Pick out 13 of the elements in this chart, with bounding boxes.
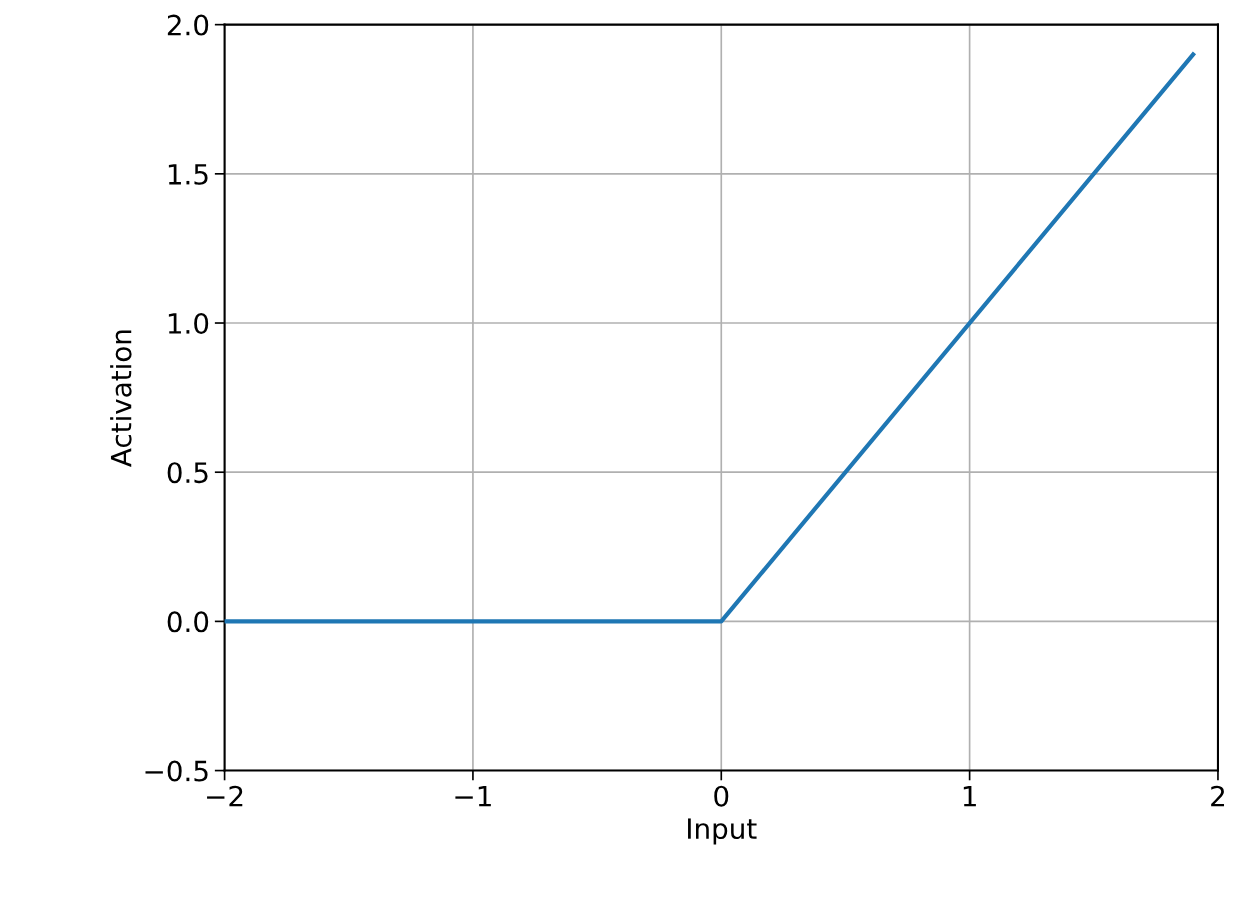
y-tick-label: 2.0 — [167, 14, 209, 36]
x-tick-label: 2 — [1211, 785, 1225, 807]
x-tick-label: 1 — [963, 786, 976, 807]
x-tick-label: −1 — [455, 786, 491, 807]
y-tick-label: 1.0 — [168, 312, 209, 334]
y-axis-title: Activation — [110, 330, 132, 467]
x-axis-title: Input — [688, 818, 757, 845]
y-tick-label: 0.0 — [167, 611, 209, 633]
x-tick-label: −2 — [207, 785, 243, 807]
y-tick-label: −0.5 — [145, 760, 208, 782]
y-tick-label: 1.5 — [168, 164, 208, 185]
x-tick-label: 0 — [714, 785, 729, 807]
y-tick-label: 0.5 — [167, 462, 208, 484]
